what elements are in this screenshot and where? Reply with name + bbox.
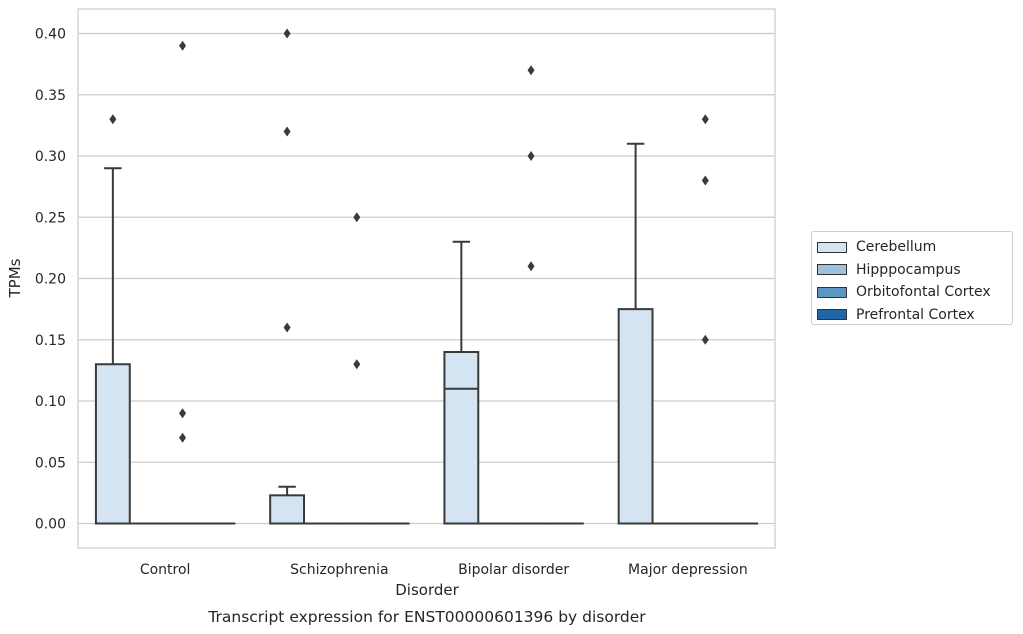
outlier-point [353,212,361,223]
y-tick-label: 0.40 [35,27,66,43]
box-body [94,363,131,525]
legend-swatch-hippocampus [817,264,847,276]
legend-label-orbitofrontal-cortex: Orbitofontal Cortex [856,284,991,301]
y-tick-label: 0.35 [35,88,66,104]
outlier-point [701,114,709,125]
outlier-point [109,114,117,125]
legend-item-hippocampus: Hipppocampus [817,259,1012,282]
box-cerebellum-0 [94,114,131,525]
outlier-point [701,334,709,345]
x-axis-label: Disorder [395,581,459,599]
outlier-point [701,175,709,186]
y-axis-label: TPMs [6,258,24,298]
outlier-point [527,261,535,272]
outlier-point [179,408,187,419]
y-tick-label: 0.10 [35,394,66,410]
box-body [443,351,480,525]
legend-swatch-cerebellum [817,241,847,253]
legend-item-orbitofrontal-cortex: Orbitofontal Cortex [817,281,1012,304]
box-body [617,308,654,525]
box-series [94,28,759,525]
box-body [269,494,306,525]
outlier-point [283,322,291,333]
legend-item-prefrontal-cortex: Prefrontal Cortex [817,304,1012,327]
box-cerebellum-1 [269,28,306,525]
y-tick-label: 0.25 [35,210,66,226]
outlier-point [353,359,361,370]
legend-swatch-orbitofrontal-cortex [817,286,847,298]
plot-frame [77,8,776,549]
x-tick-labels: Control Schizophrenia Bipolar disorder Majo… [140,562,748,578]
outlier-point [527,151,535,161]
outlier-point [283,126,291,137]
x-tick-label: Major depression [628,562,748,578]
legend-label-prefrontal-cortex: Prefrontal Cortex [856,306,975,323]
x-tick-label: Control [140,562,191,578]
box-orbitofontal-cortex-3 [687,114,724,525]
box-orbitofontal-cortex-0 [164,40,201,525]
legend: Cerebellum Hipppocampus Orbitofontal Cor… [811,231,1013,325]
y-tick-label: 0.20 [35,272,66,288]
y-tick-label: 0.00 [35,517,66,533]
y-tick-label: 0.15 [35,333,66,349]
x-tick-label: Bipolar disorder [458,562,569,578]
x-tick-label: Schizophrenia [290,562,388,578]
legend-label-cerebellum: Cerebellum [856,239,937,256]
chart-title: Transcript expression for ENST0000060139… [207,608,646,626]
legend-label-hippocampus: Hipppocampus [856,261,961,278]
legend-swatch-prefrontal-cortex [817,309,847,321]
y-tick-label: 0.05 [35,455,66,471]
outlier-point [179,432,187,443]
box-cerebellum-2 [443,240,480,525]
box-cerebellum-3 [617,142,654,525]
outlier-point [527,65,535,76]
y-tick-label: 0.30 [35,149,66,165]
legend-item-cerebellum: Cerebellum [817,236,1012,259]
outlier-point [179,40,187,51]
outlier-point [283,28,291,39]
y-tick-labels: 0.00 0.05 0.10 0.15 0.20 0.25 0.30 0.35 0.40 [35,27,66,533]
